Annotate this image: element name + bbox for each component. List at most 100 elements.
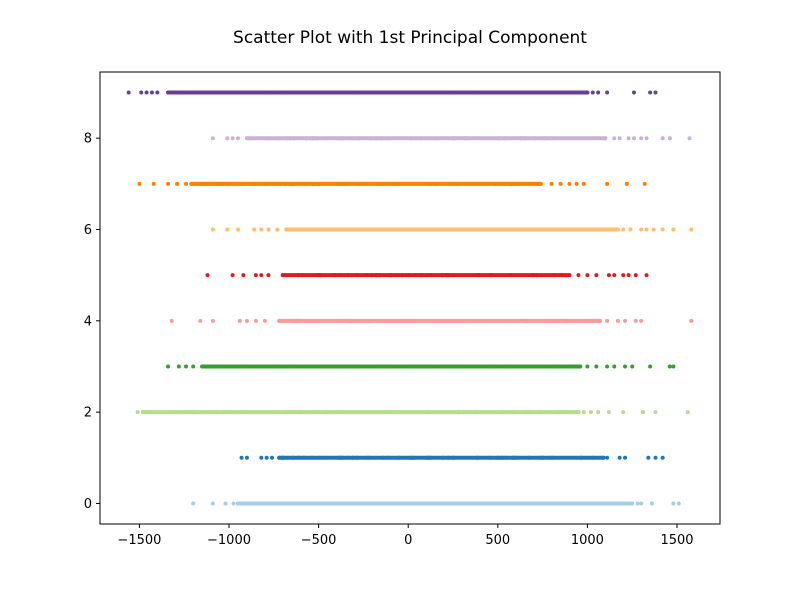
data-point [484,501,489,506]
data-point [444,273,449,278]
data-point [447,90,452,95]
data-point [377,273,382,278]
data-point [244,455,249,460]
data-point [293,318,298,323]
data-point [487,364,492,369]
data-point [380,136,385,141]
data-point [631,136,636,141]
data-point [612,273,617,278]
data-point [530,90,535,95]
data-point [191,501,196,506]
data-point [404,273,409,278]
data-point [612,227,617,232]
data-point [381,501,386,506]
data-point [508,273,513,278]
data-point [144,90,149,95]
data-point [280,273,285,278]
data-point [253,90,258,95]
data-point [639,501,644,506]
data-point [545,227,550,232]
data-point [166,364,171,369]
data-point [471,501,476,506]
data-point [210,227,215,232]
data-point [427,455,432,460]
data-point [687,136,692,141]
data-point [556,410,561,415]
data-point [317,364,322,369]
data-point [410,364,415,369]
data-point [326,501,331,506]
data-point [266,273,271,278]
data-point [617,455,622,460]
data-point [247,501,252,506]
series-5 [205,273,649,278]
data-point [581,227,586,232]
data-point [452,136,457,141]
data-point [340,136,345,141]
data-point [230,136,235,141]
data-point [508,181,513,186]
data-point [590,227,595,232]
x-tick-label: −500 [301,533,337,548]
data-point [284,227,289,232]
data-point [386,136,391,141]
data-point [575,227,580,232]
data-point [385,455,390,460]
series-0 [191,501,681,506]
data-point [290,455,295,460]
data-point [210,318,215,323]
data-point [208,181,213,186]
data-point [581,90,586,95]
data-point [290,318,295,323]
x-tick-label: 500 [485,533,510,548]
data-point [309,501,314,506]
data-point [280,455,285,460]
data-point [298,410,303,415]
data-point [392,410,397,415]
data-point [168,410,173,415]
data-point [607,227,612,232]
data-point [264,181,269,186]
data-point [581,181,586,186]
data-point [223,501,228,506]
data-point [644,273,649,278]
data-point [335,364,340,369]
data-point [259,455,264,460]
data-point [564,501,569,506]
data-point [537,410,542,415]
data-point [349,136,354,141]
data-point [633,273,638,278]
data-point [676,501,681,506]
data-point [481,501,486,506]
data-point [554,364,559,369]
data-point [305,227,310,232]
data-point [524,318,529,323]
data-point [266,227,271,232]
data-point [325,410,330,415]
data-point [374,273,379,278]
data-point [564,410,569,415]
data-point [253,318,258,323]
data-point [314,136,319,141]
x-tick-label: 1000 [571,533,604,548]
data-point [215,181,220,186]
data-point [224,410,229,415]
data-point [354,318,359,323]
data-point [484,318,489,323]
data-point [239,181,244,186]
data-point [268,90,273,95]
data-point [523,136,528,141]
data-point [377,364,382,369]
data-point [437,318,442,323]
data-point [207,90,212,95]
data-point [660,455,665,460]
data-point [275,227,280,232]
data-point [374,501,379,506]
data-point [438,90,443,95]
data-point [474,410,479,415]
data-point [239,410,244,415]
data-point [576,90,581,95]
series-3 [166,364,676,369]
data-point [578,364,583,369]
data-point [210,501,215,506]
